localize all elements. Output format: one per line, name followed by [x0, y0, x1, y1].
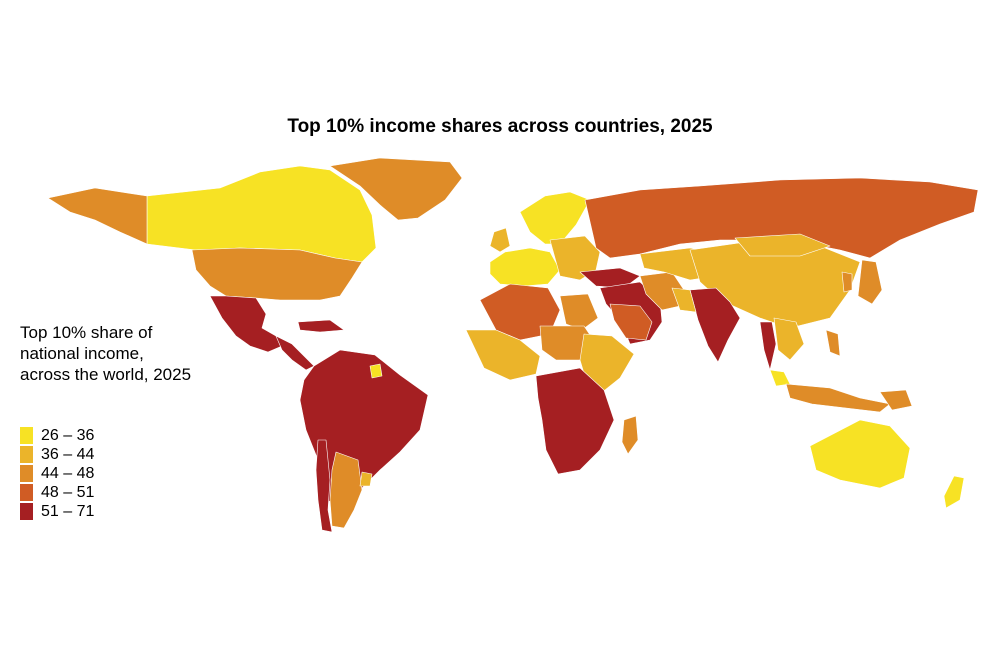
- legend-label: 26 – 36: [41, 426, 95, 444]
- region-eastern-europe: [549, 235, 601, 281]
- legend-item: 36 – 44: [20, 445, 94, 464]
- region-india: [689, 287, 741, 363]
- region-chile: [315, 439, 333, 533]
- region-south-asia: [671, 287, 697, 313]
- legend-swatch: [20, 503, 33, 520]
- region-saudi-arabia: [609, 303, 653, 341]
- legend-item: 51 – 71: [20, 502, 94, 521]
- region-guyana: [369, 363, 383, 379]
- map-title: Top 10% income shares across countries, …: [287, 116, 713, 137]
- legend-label: 48 – 51: [41, 483, 95, 501]
- region-uruguay: [359, 471, 373, 487]
- region-turkey: [579, 267, 641, 289]
- legend-label: 44 – 48: [41, 464, 95, 482]
- region-egypt: [559, 293, 599, 331]
- legend-title-line: national income,: [20, 344, 144, 363]
- legend-swatch: [20, 446, 33, 463]
- region-mongolia: [734, 233, 831, 257]
- legend-label: 51 – 71: [41, 502, 95, 520]
- region-caribbean: [297, 319, 345, 333]
- region-uk-ireland: [489, 227, 511, 253]
- region-malaysia: [769, 369, 791, 387]
- region-russia: [584, 177, 979, 259]
- legend-item: 48 – 51: [20, 483, 94, 502]
- region-australia: [809, 419, 911, 489]
- region-madagascar: [621, 415, 639, 455]
- legend-swatch: [20, 427, 33, 444]
- legend-swatch: [20, 465, 33, 482]
- region-greenland: [329, 157, 463, 221]
- legend-title: Top 10% share of national income, across…: [20, 322, 260, 385]
- legend-swatch: [20, 484, 33, 501]
- legend-label: 36 – 44: [41, 445, 95, 463]
- region-philippines: [825, 329, 841, 357]
- region-indochina: [773, 317, 805, 361]
- region-alaska: [47, 187, 148, 245]
- region-scandinavia: [519, 191, 591, 245]
- legend-item: 26 – 36: [20, 426, 94, 445]
- legend-title-line: across the world, 2025: [20, 365, 192, 384]
- legend-title-line: Top 10% share of: [20, 323, 153, 342]
- region-central-america: [275, 335, 315, 371]
- region-papua-new-guinea: [879, 389, 913, 411]
- region-canada: [146, 165, 377, 263]
- region-korea: [841, 271, 853, 293]
- region-west-africa: [465, 329, 541, 381]
- legend-item: 44 – 48: [20, 464, 94, 483]
- region-southern-central-africa: [535, 367, 615, 475]
- region-indonesia: [785, 383, 891, 413]
- region-united-states: [191, 247, 363, 301]
- region-argentina: [329, 451, 363, 529]
- region-japan: [857, 259, 883, 305]
- legend: 26 – 36 36 – 44 44 – 48 48 – 51 51 – 71: [20, 426, 94, 521]
- region-east-africa: [579, 333, 635, 395]
- region-western-europe: [489, 247, 561, 287]
- region-new-zealand: [943, 475, 965, 509]
- region-thailand: [759, 321, 777, 371]
